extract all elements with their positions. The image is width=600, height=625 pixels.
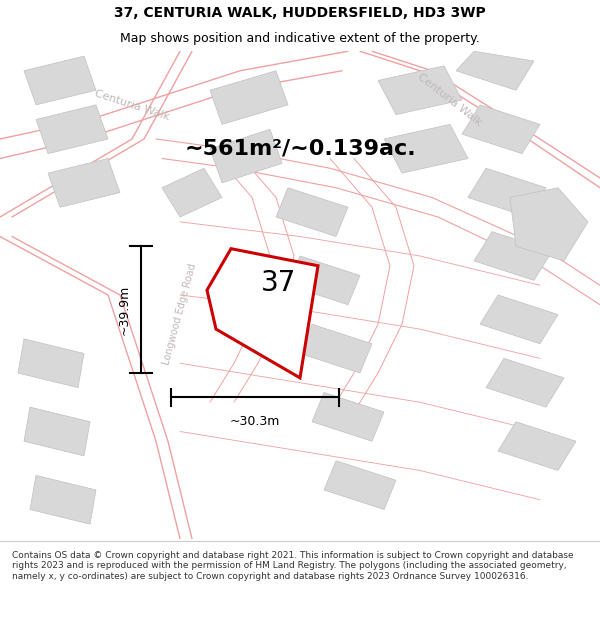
Polygon shape xyxy=(384,124,468,173)
Text: Contains OS data © Crown copyright and database right 2021. This information is : Contains OS data © Crown copyright and d… xyxy=(12,551,574,581)
Polygon shape xyxy=(510,188,588,261)
Polygon shape xyxy=(300,324,372,373)
Polygon shape xyxy=(462,105,540,154)
Polygon shape xyxy=(207,249,318,378)
Polygon shape xyxy=(36,105,108,154)
Text: ~30.3m: ~30.3m xyxy=(230,415,280,428)
Polygon shape xyxy=(30,476,96,524)
Polygon shape xyxy=(210,71,288,124)
Text: Map shows position and indicative extent of the property.: Map shows position and indicative extent… xyxy=(120,32,480,45)
Polygon shape xyxy=(378,66,462,114)
Polygon shape xyxy=(162,168,222,217)
Polygon shape xyxy=(210,129,282,183)
Text: 37: 37 xyxy=(261,269,296,297)
Polygon shape xyxy=(276,188,348,236)
Polygon shape xyxy=(498,422,576,471)
Polygon shape xyxy=(24,56,96,105)
Text: ~561m²/~0.139ac.: ~561m²/~0.139ac. xyxy=(184,139,416,159)
Polygon shape xyxy=(312,392,384,441)
Polygon shape xyxy=(48,159,120,208)
Polygon shape xyxy=(18,339,84,388)
Polygon shape xyxy=(486,358,564,407)
Polygon shape xyxy=(288,256,360,305)
Polygon shape xyxy=(474,232,552,281)
Text: Longwood Edge Road: Longwood Edge Road xyxy=(161,262,199,366)
Text: 37, CENTURIA WALK, HUDDERSFIELD, HD3 3WP: 37, CENTURIA WALK, HUDDERSFIELD, HD3 3WP xyxy=(114,6,486,20)
Polygon shape xyxy=(24,407,90,456)
Polygon shape xyxy=(456,51,534,90)
Polygon shape xyxy=(468,168,546,217)
Text: Centuria Walk: Centuria Walk xyxy=(416,72,484,128)
Text: ~39.9m: ~39.9m xyxy=(118,284,131,335)
Polygon shape xyxy=(480,295,558,344)
Text: Centuria Walk: Centuria Walk xyxy=(94,88,170,122)
Polygon shape xyxy=(324,461,396,509)
